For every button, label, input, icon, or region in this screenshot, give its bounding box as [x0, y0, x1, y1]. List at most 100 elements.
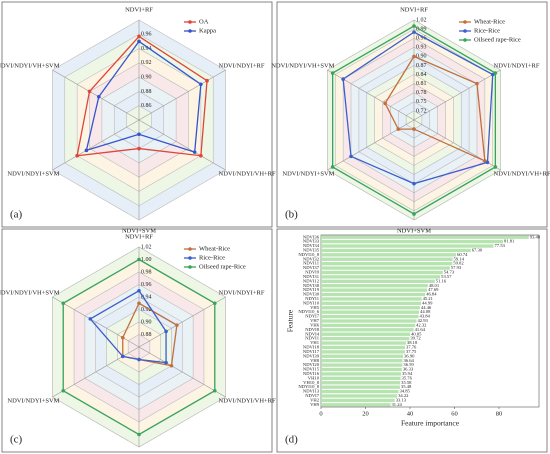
legend-label: Oilseed rape-Rice [474, 36, 521, 43]
y-tick-label: NDVI10_8 [298, 252, 319, 257]
legend-marker [188, 29, 192, 33]
value-label: 36.64 [404, 358, 415, 363]
r-tick-label: 0.93 [416, 45, 427, 51]
x-tick-label: 0 [319, 410, 322, 417]
series-marker [137, 34, 141, 39]
value-label: 45.21 [423, 296, 434, 301]
series-marker [199, 82, 203, 87]
spoke [138, 69, 226, 121]
legend-label: Rice-Rice [199, 254, 225, 261]
value-label: 40.05 [411, 331, 422, 336]
bar [321, 359, 403, 363]
series-marker [212, 301, 217, 306]
y-tick-label: NDVI17 [303, 349, 320, 354]
value-label: 33.13 [396, 397, 407, 402]
bar [321, 367, 402, 372]
value-label: 48.01 [429, 283, 440, 288]
r-tick-label: 0.94 [141, 294, 152, 300]
y-tick-label: VH5 [310, 305, 320, 310]
value-label: 60.74 [457, 252, 468, 257]
y-tick-label: NDVI20 [303, 362, 320, 367]
series-marker [412, 30, 416, 34]
legend-label: Wheat-Rice [199, 245, 230, 252]
axis-label: NDVI/NDYI/VH+RF [494, 170, 550, 177]
series-marker [490, 72, 495, 77]
value-label: 93.40 [530, 234, 541, 239]
spoke [52, 346, 140, 398]
y-tick-label: VH7 [310, 318, 320, 323]
y-tick-label: NDVI34 [303, 243, 320, 248]
y-tick-label: VH9 [310, 402, 320, 407]
bar [321, 275, 441, 279]
series-marker [412, 127, 416, 131]
value-label: 36.59 [403, 362, 414, 367]
y-tick-label: NDYI7 [305, 314, 319, 319]
r-tick-label: 0.90 [141, 75, 152, 81]
series-marker [84, 148, 89, 153]
bar [321, 248, 471, 253]
panel-label: (b) [285, 209, 298, 221]
bar [321, 279, 435, 283]
legend-marker [188, 265, 192, 269]
series-marker [330, 165, 335, 169]
series-marker [175, 323, 179, 327]
bar [321, 328, 414, 332]
y-tick-label: NDVI19 [303, 287, 320, 292]
series-marker [412, 212, 416, 216]
legend-marker [463, 29, 467, 33]
series-marker [120, 335, 125, 340]
r-tick-label: 0.92 [141, 60, 152, 66]
panel-frame [1, 228, 273, 453]
series-marker [137, 301, 141, 306]
series-marker [383, 101, 387, 106]
bar [321, 363, 403, 367]
r-tick-label: 0.92 [141, 307, 152, 313]
r-tick-label: 1.02 [141, 244, 152, 250]
y-tick-label: NDVI4 [305, 331, 319, 336]
value-label: 39.72 [410, 336, 421, 341]
bar [321, 323, 416, 328]
x-tick-label: 40 [407, 410, 414, 417]
y-tick-label: NDVI39 [303, 353, 320, 358]
bar [321, 332, 411, 336]
spoke [138, 346, 226, 398]
series-marker [493, 165, 498, 169]
value-label: 59.02 [453, 261, 464, 266]
bar [321, 301, 422, 306]
y-tick-label: NDVI8 [305, 327, 319, 332]
value-label: 46.84 [426, 292, 437, 297]
y-tick-label: NDVI36 [303, 234, 320, 239]
axis-label: NDVI+RF [400, 6, 428, 13]
bar [321, 288, 428, 292]
axis-label: NDVI/NDYI+SVM [7, 397, 59, 404]
series-marker [483, 159, 487, 163]
spoke [413, 69, 501, 121]
y-tick-label: NDVI16 [303, 371, 320, 376]
r-tick-label: 0.88 [141, 332, 152, 338]
series-marker [61, 301, 66, 306]
axis-label: NDVI/NDYI+RF [219, 289, 265, 296]
y-tick-label: NDVI38 [303, 283, 320, 288]
r-tick-label: 0.84 [416, 72, 427, 78]
y-tick-label: NDVI33 [303, 239, 320, 244]
r-tick-label: 0.90 [141, 319, 152, 325]
series-marker [412, 181, 416, 186]
y-axis-title: Feature [286, 309, 295, 332]
legend-label: Rice-Rice [474, 27, 500, 34]
series-marker [75, 153, 79, 158]
y-tick-label: VH8 [310, 358, 320, 363]
spoke [138, 119, 226, 171]
value-label: 53.57 [441, 274, 452, 279]
axis-label: NDVI/NDYI/VH+RF [219, 170, 276, 177]
r-tick-label: 0.75 [416, 99, 427, 105]
series-marker [212, 388, 217, 393]
axis-label: NDVI+SVM [397, 227, 431, 234]
value-label: 51.16 [436, 278, 447, 283]
r-tick-label: 0.72 [416, 108, 427, 114]
y-tick-label: NDVI31 [303, 274, 320, 279]
bar [321, 385, 400, 389]
legend-label: Kappa [199, 27, 216, 34]
bar [321, 253, 457, 257]
x-tick-label: 80 [496, 410, 503, 417]
